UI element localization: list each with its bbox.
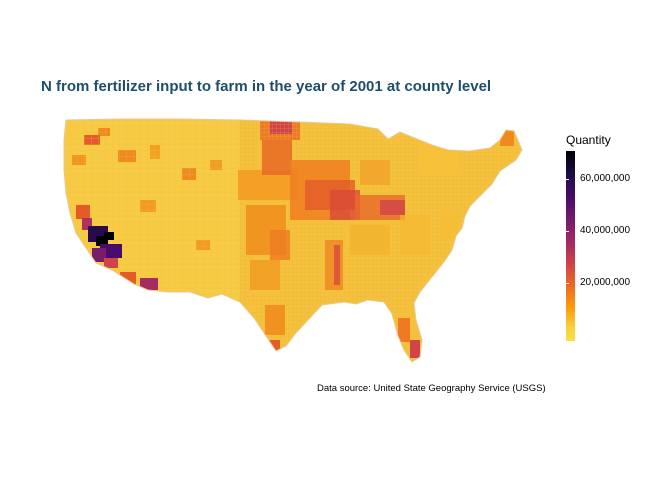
legend-colorbar <box>566 151 575 341</box>
legend-tick-label: 40,000,000 <box>580 225 631 236</box>
legend-tick-mark <box>566 283 569 284</box>
chart-title: N from fertilizer input to farm in the y… <box>41 78 492 95</box>
legend-tick-mark <box>575 231 579 232</box>
legend-tick-mark <box>566 231 569 232</box>
data-source-caption: Data source: United State Geography Serv… <box>317 383 546 394</box>
legend-title: Quantity <box>566 133 611 147</box>
legend-tick-mark <box>575 283 579 284</box>
legend-tick-mark <box>566 179 569 180</box>
legend-tick-label: 20,000,000 <box>580 277 631 288</box>
legend-tick-label: 60,000,000 <box>580 173 631 184</box>
legend-tick-mark <box>575 179 579 180</box>
county-choropleth <box>64 119 520 362</box>
